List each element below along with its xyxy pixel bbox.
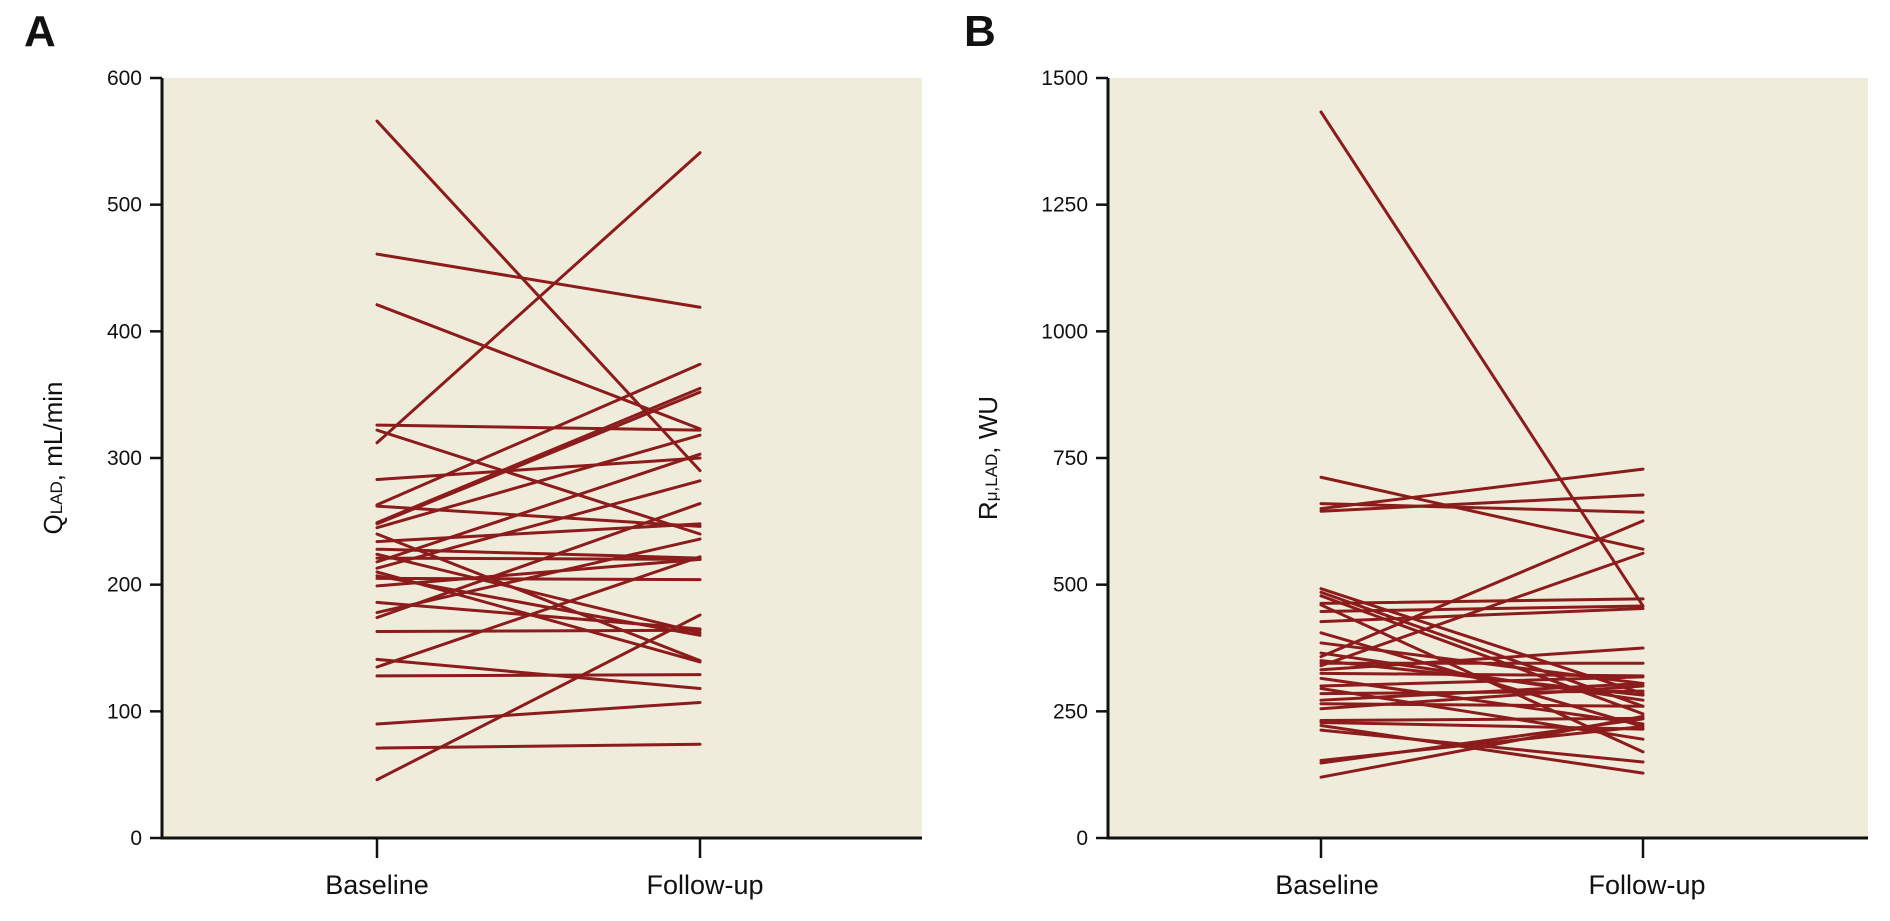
panel-b-series-line-3 [1319,502,1645,514]
panel-b-series-line-19 [1319,551,1645,668]
panel-a-y-tick-label: 500 [107,194,142,217]
panel-b-y-tick-label: 0 [1076,827,1088,850]
panel-b-y-ticks: 0 250 500 750 1000 1250 1500 [1041,67,1108,850]
panel-a-x-label-follow-up: Follow-up [646,870,763,900]
panel-a-y-title-rest: , mL/min [38,382,68,482]
panel-a-series-line-22 [375,576,702,582]
panel-a-y-tick-label: 400 [107,320,142,343]
panel-b-series-line-12 [1319,606,1645,624]
panel-a-series-line-24 [375,600,702,631]
panel-a-series-line-23 [375,557,702,588]
panel-b-y-tick-label: 250 [1053,700,1088,723]
panel-a-series-line-3 [375,303,702,431]
panel-b-series-line-5 [1319,493,1645,513]
panel-b-plot-area [1108,78,1868,838]
panel-b-series-line-29 [1319,716,1645,722]
panel-b-series-line-9 [1319,597,1645,605]
panel-a-y-title-sub: LAD [47,481,66,514]
panel-a-series-line-14 [375,522,702,544]
panel-a-y-tick-label: 100 [107,700,142,723]
panel-a-y-tick-label: 0 [130,827,142,850]
panel-b-x-ticks [1319,838,1645,858]
panel-b-y-tick-label: 750 [1053,447,1088,470]
panel-a-series-line-11 [375,390,702,526]
panel-b-y-tick-label: 1500 [1041,67,1088,90]
panel-a-series-line-19 [375,479,702,570]
panel-a: A 0 100 200 300 400 500 600 QLAD, mL/min Basel… [24,7,922,900]
panel-b-series-lines [1319,110,1645,779]
panel-a-series-line-4 [375,151,702,445]
panel-a-x-label-baseline: Baseline [325,870,429,900]
panel-a-series-line-5 [375,423,702,432]
panel-a-y-tick-label: 200 [107,574,142,597]
panel-b-y-axis-title: Rμ,LAD, WU [973,396,1003,520]
panel-b-y-tick-label: 1000 [1041,320,1088,343]
panel-a-series-line-33 [375,613,702,782]
panel-b-axes [1106,78,1868,840]
panel-a-series-line-7 [375,456,702,482]
panel-b-y-title-rest: , WU [973,396,1003,454]
panel-a-series-line-30 [375,673,702,678]
panel-b-series-line-20 [1319,646,1645,672]
panel-b-series-line-2 [1319,475,1645,551]
panel-a-y-tick-label: 600 [107,67,142,90]
panel-a-y-tick-label: 300 [107,447,142,470]
panel-b-x-label-follow-up: Follow-up [1588,870,1705,900]
panel-b-y-title-main: R [973,501,1003,520]
panel-b-series-line-21 [1319,671,1645,678]
panel-a-y-axis-title: QLAD, mL/min [38,382,68,535]
panel-b-y-title-sub: μ,LAD [982,454,1001,502]
panel-a-label: A [24,7,56,56]
panel-a-series-line-10 [375,386,702,525]
panel-a-series-line-32 [375,742,702,750]
panel-a-series-line-8 [375,362,702,507]
panel-a-y-ticks: 0 100 200 300 400 500 600 [107,67,162,850]
panel-a-series-line-2 [375,252,702,309]
panel-a-x-ticks [375,838,702,858]
panel-a-series-line-15 [375,547,702,560]
panel-b-x-label-baseline: Baseline [1275,870,1379,900]
panel-a-series-line-16 [375,552,702,635]
panel-b-series-line-31 [1319,724,1645,775]
panel-b-series-line-4 [1319,467,1645,511]
panel-a-series-line-26 [375,502,702,620]
panel-b-series-line-26 [1319,681,1645,702]
panel-a-y-title-main: Q [38,514,68,534]
panel-a-series-line-12 [375,433,702,530]
panel-b-y-tick-label: 500 [1053,574,1088,597]
panel-b-series-line-8 [1319,594,1645,716]
panel-a-series-line-18 [375,452,702,564]
panel-b-y-tick-label: 1250 [1041,194,1088,217]
panel-a-axes [160,78,922,840]
panel-a-series-lines [375,119,702,782]
panel-a-series-line-25 [375,537,702,615]
panel-a-series-line-17 [375,556,702,561]
panel-b-series-line-22 [1319,676,1645,726]
panel-b-label: B [964,7,996,56]
panel-b-series-line-1 [1319,110,1645,608]
panel-b-series-line-28 [1319,684,1645,711]
panel-a-series-line-31 [375,700,702,726]
panel-a-series-line-27 [375,628,702,634]
panel-b-series-line-23 [1319,675,1645,688]
panel-b-series-line-16 [1319,519,1645,659]
panel-b-series-line-35 [1319,714,1645,779]
panel-b: B 0 250 500 750 1000 1250 1500 Rμ,LAD, WU Base… [964,7,1868,900]
panel-a-series-line-29 [375,555,702,669]
